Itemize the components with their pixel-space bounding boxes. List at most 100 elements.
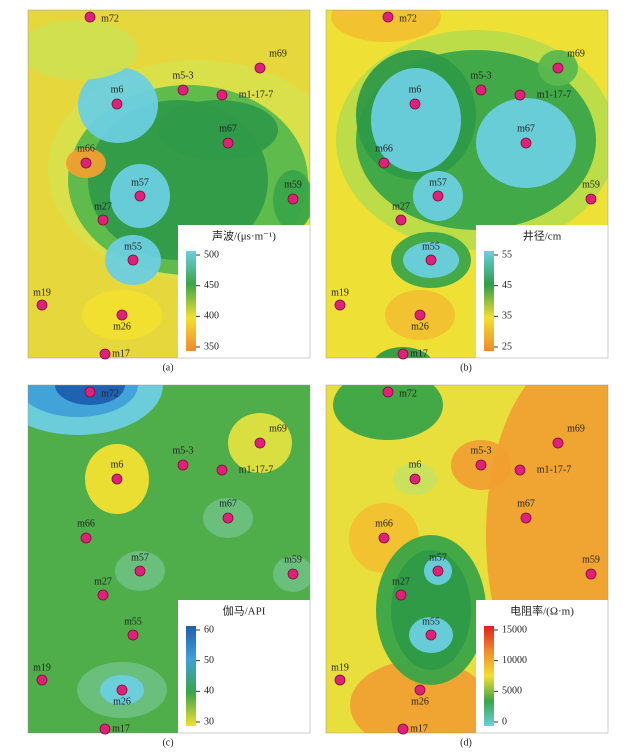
contour-map — [326, 10, 608, 358]
well-label: m26 — [411, 696, 429, 707]
colorbar-tick-label: 400 — [204, 311, 219, 322]
well-marker — [177, 84, 189, 96]
well-label: m17 — [410, 348, 428, 359]
well-marker — [97, 214, 109, 226]
well-label: m69 — [567, 423, 585, 434]
well-marker — [514, 464, 526, 476]
well-label: m72 — [399, 13, 417, 24]
well-label: m66 — [375, 518, 393, 529]
well-marker — [216, 464, 228, 476]
legend-box — [178, 600, 310, 733]
contour-region — [28, 20, 138, 80]
well-label: m57 — [131, 552, 149, 563]
well-label: m57 — [429, 552, 447, 563]
well-marker — [378, 532, 390, 544]
well-marker — [552, 62, 564, 74]
well-label: m1-17-7 — [239, 89, 273, 100]
map-panel: 井径/cm 25 35 45 55 m72 m69 m5-3 m6 m1-17-7 m67 m66 m5… — [325, 9, 609, 360]
well-marker — [177, 459, 189, 471]
colorbar-tick-label: 30 — [204, 716, 214, 727]
colorbar-tick-label: 25 — [502, 341, 512, 352]
well-label: m5-3 — [470, 445, 491, 456]
well-marker — [432, 190, 444, 202]
legend-box — [476, 600, 608, 733]
well-marker — [99, 723, 111, 735]
well-label: m59 — [284, 554, 302, 565]
well-label: m5-3 — [470, 70, 491, 81]
well-marker — [395, 589, 407, 601]
well-label: m1-17-7 — [537, 464, 571, 475]
well-label: m72 — [101, 13, 119, 24]
well-marker — [425, 254, 437, 266]
panel-frame — [325, 9, 609, 359]
well-label: m55 — [422, 616, 440, 627]
colorbar — [186, 626, 196, 726]
well-label: m67 — [219, 123, 237, 134]
well-marker — [585, 193, 597, 205]
colorbar-tick-label: 15000 — [502, 624, 527, 635]
well-marker — [334, 299, 346, 311]
well-label: m6 — [409, 459, 422, 470]
well-marker — [395, 214, 407, 226]
well-label: m17 — [112, 723, 130, 734]
well-marker — [475, 459, 487, 471]
well-marker — [409, 98, 421, 110]
well-marker — [134, 190, 146, 202]
contour-region — [333, 385, 443, 440]
well-label: m66 — [375, 143, 393, 154]
well-label: m67 — [219, 498, 237, 509]
well-label: m27 — [392, 576, 410, 587]
map-panel: 电阻率/(Ω·m) 0 5000 10000 15000 m72 m69 m5-3 m6 m1-1… — [325, 384, 609, 735]
well-marker — [520, 137, 532, 149]
well-marker — [99, 348, 111, 360]
well-label: m27 — [392, 201, 410, 212]
panel-frame — [27, 384, 311, 734]
well-label: m57 — [131, 177, 149, 188]
well-label: m69 — [269, 423, 287, 434]
well-marker — [287, 193, 299, 205]
map-panel: 声波/(μs·m⁻¹) 350 400 450 500 m72 m69 m5-3 m6 m1-17… — [27, 9, 311, 360]
panel-caption: (d) — [460, 737, 472, 748]
well-label: m66 — [77, 143, 95, 154]
well-label: m5-3 — [172, 445, 193, 456]
well-marker — [254, 62, 266, 74]
well-marker — [222, 137, 234, 149]
colorbar-tick-label: 55 — [502, 249, 512, 260]
well-marker — [334, 674, 346, 686]
well-label: m26 — [411, 321, 429, 332]
well-marker — [116, 684, 128, 696]
colorbar-tick-label: 0 — [502, 716, 507, 727]
legend-title: 井径/cm — [523, 229, 562, 243]
well-marker — [378, 157, 390, 169]
well-label: m57 — [429, 177, 447, 188]
colorbar-tick-label: 50 — [204, 655, 214, 666]
colorbar-tick-label: 10000 — [502, 655, 527, 666]
well-label: m55 — [124, 616, 142, 627]
well-marker — [80, 157, 92, 169]
well-label: m5-3 — [172, 70, 193, 81]
well-marker — [585, 568, 597, 580]
colorbar — [186, 251, 196, 351]
well-label: m67 — [517, 123, 535, 134]
well-label: m72 — [399, 388, 417, 399]
well-label: m27 — [94, 201, 112, 212]
legend-title: 声波/(μs·m⁻¹) — [212, 229, 276, 243]
well-marker — [397, 723, 409, 735]
well-label: m27 — [94, 576, 112, 587]
well-label: m55 — [124, 241, 142, 252]
well-label: m59 — [582, 554, 600, 565]
legend-title: 电阻率/(Ω·m) — [510, 604, 574, 618]
colorbar-tick-label: 500 — [204, 249, 219, 260]
well-marker — [97, 589, 109, 601]
well-label: m26 — [113, 321, 131, 332]
well-marker — [409, 473, 421, 485]
well-marker — [84, 11, 96, 23]
legend-box — [178, 225, 310, 358]
well-marker — [36, 674, 48, 686]
well-marker — [36, 299, 48, 311]
panel-caption: (b) — [460, 362, 472, 373]
well-label: m59 — [582, 179, 600, 190]
well-marker — [432, 565, 444, 577]
well-label: m67 — [517, 498, 535, 509]
